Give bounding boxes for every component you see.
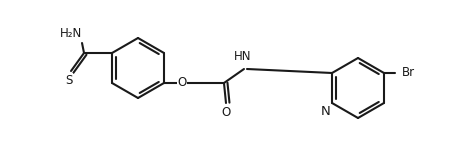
Text: Br: Br [402,66,415,80]
Text: O: O [178,76,187,90]
Text: O: O [222,105,231,118]
Text: S: S [65,74,73,87]
Text: N: N [320,105,330,118]
Text: HN: HN [234,50,252,63]
Text: H₂N: H₂N [60,27,82,40]
